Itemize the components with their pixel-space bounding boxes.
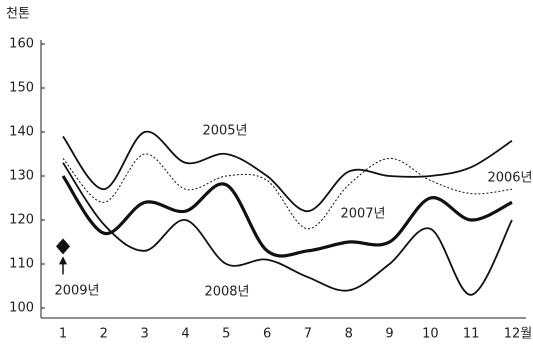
series-label: 2009년: [54, 284, 99, 299]
y-tick-label: 130: [9, 169, 34, 184]
y-tick-label: 140: [9, 125, 34, 140]
x-tick-label: 2: [100, 327, 108, 342]
x-tick-label: 1: [59, 327, 67, 342]
marker: [56, 238, 70, 255]
x-tick-label: 3: [140, 327, 148, 342]
series-line: [62, 131, 513, 213]
series-label: 2008년: [204, 285, 249, 300]
series-label: 2007년: [340, 207, 385, 222]
x-tick-label: 4: [181, 327, 189, 342]
series-line: [62, 162, 513, 296]
series-line: [61, 175, 513, 258]
x-tick-label: 7: [304, 327, 312, 342]
x-tick-label: 6: [263, 327, 271, 342]
y-tick-label: 160: [9, 37, 34, 52]
series-line: [62, 153, 513, 230]
y-tick-label: 110: [9, 257, 34, 272]
series-label: 2005년: [202, 124, 247, 139]
y-unit: 천톤: [6, 7, 30, 22]
x-tick-label: 12월: [504, 327, 533, 342]
x-tick-label: 10: [422, 327, 439, 342]
y-tick-label: 100: [9, 301, 34, 316]
y-tick-label: 150: [9, 81, 34, 96]
series-label: 2006년: [487, 171, 532, 186]
x-tick-label: 5: [222, 327, 230, 342]
arrow-head: [59, 256, 67, 265]
x-tick-label: 11: [463, 327, 480, 342]
y-tick-label: 120: [9, 213, 34, 228]
x-tick-label: 8: [345, 327, 353, 342]
x-tick-label: 9: [385, 327, 393, 342]
